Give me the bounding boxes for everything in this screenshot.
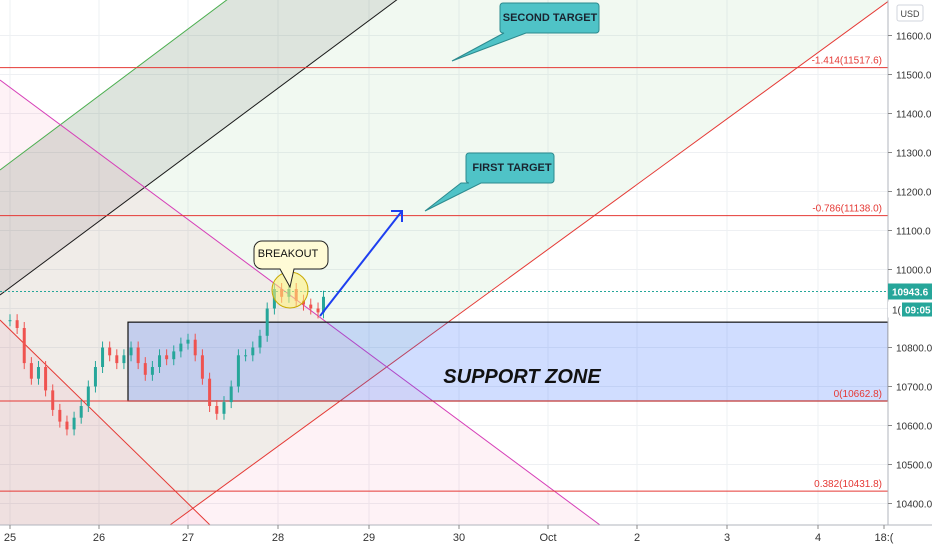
candle-body	[79, 406, 83, 418]
countdown-prefix: 1(	[892, 305, 902, 316]
y-tick-label: 11400.0	[896, 110, 932, 121]
x-tick-label: 26	[93, 532, 105, 544]
candle-body	[265, 308, 269, 336]
last-price-label: 10943.6	[892, 287, 929, 298]
candle-body	[58, 409, 62, 422]
last-price-tag	[888, 283, 932, 300]
y-tick-label: 11600.0	[896, 32, 932, 43]
candle-body	[72, 417, 76, 430]
x-tick-label: 28	[272, 532, 284, 544]
fib-label: -1.414(11517.6)	[812, 56, 882, 67]
y-tick-label: 11000.0	[896, 266, 932, 277]
x-tick-label: 25	[4, 532, 16, 544]
support-zone-rect[interactable]	[127, 321, 889, 402]
candle-body	[158, 355, 162, 367]
y-tick-label: 10800.0	[896, 344, 932, 355]
fib-label: 0(10662.8)	[834, 389, 882, 400]
candle-body	[150, 367, 154, 375]
candle-body	[215, 406, 219, 414]
currency-label: USD	[900, 9, 920, 19]
candle-body	[322, 296, 325, 313]
candle-body	[36, 367, 40, 379]
x-tick-label: 18:(	[875, 532, 894, 544]
y-tick-label: 10500.0	[896, 461, 932, 472]
candle-body	[108, 347, 112, 356]
y-tick-label: 11300.0	[896, 149, 932, 160]
candle-body	[179, 343, 183, 352]
fib-label: -0.786(11138.0)	[812, 204, 882, 215]
first-target-callout	[424, 152, 555, 212]
first-target-label: FIRST TARGET	[472, 162, 552, 174]
x-tick-label: 3	[724, 532, 730, 544]
pitchfork-group	[0, 0, 888, 525]
y-tick-label: 10700.0	[896, 383, 932, 394]
candle-body	[65, 421, 69, 430]
time-axis-bg	[0, 525, 932, 550]
countdown-label: 09:05	[905, 305, 931, 316]
y-tick-label: 10400.0	[896, 500, 932, 511]
rising-channel-fill	[0, 0, 888, 525]
projection-arrow	[319, 210, 403, 317]
candle-body	[236, 355, 240, 387]
candle-body	[22, 328, 26, 364]
candle-body	[208, 378, 212, 406]
x-tick-label: 29	[363, 532, 375, 544]
price-axis-bg	[888, 0, 932, 550]
candle-body	[193, 339, 197, 356]
x-tick-label: Oct	[539, 532, 556, 544]
x-tick-label: 30	[453, 532, 465, 544]
second-target-label: SECOND TARGET	[503, 12, 598, 24]
red-diagonal-line	[169, 0, 888, 525]
candle-body	[86, 386, 90, 406]
candle-body	[316, 308, 320, 313]
x-tick-label: 27	[182, 532, 194, 544]
projection-arrowhead	[391, 210, 403, 222]
breakout-callout	[253, 240, 329, 289]
candle-body	[200, 355, 204, 379]
candle-body	[186, 339, 190, 344]
y-tick-label: 11200.0	[896, 188, 932, 199]
breakout-label: BREAKOUT	[258, 248, 319, 260]
candle-body	[172, 351, 176, 360]
candle-body	[222, 402, 226, 414]
candle-body	[143, 363, 147, 375]
candle-body	[29, 363, 33, 379]
currency-badge[interactable]	[896, 4, 924, 22]
support-zone-label: SUPPORT ZONE	[443, 366, 601, 388]
candle-body	[309, 304, 313, 309]
candle-body	[115, 355, 119, 364]
y-tick-label: 11500.0	[896, 71, 932, 82]
candle-body	[101, 347, 105, 367]
candle-body	[15, 320, 19, 328]
candle-body	[8, 320, 12, 322]
candle-body	[136, 347, 140, 364]
y-tick-label: 11100.0	[896, 227, 931, 238]
candle-body	[122, 355, 126, 364]
x-tick-label: 2	[634, 532, 640, 544]
candle-body	[165, 355, 169, 360]
fib-label: 0.382(10431.8)	[814, 479, 882, 490]
candle-body	[251, 347, 255, 356]
y-tick-label: 10600.0	[896, 422, 932, 433]
countdown-tag	[902, 302, 932, 317]
green-upper-line	[0, 0, 228, 171]
candle-body	[244, 355, 248, 357]
candle-body	[93, 367, 97, 387]
candle-body	[229, 386, 233, 403]
candle-body	[44, 367, 48, 391]
candle-body	[258, 335, 262, 348]
candle-body	[129, 347, 133, 356]
second-target-callout	[451, 2, 600, 62]
x-tick-label: 4	[815, 532, 821, 544]
candle-body	[51, 390, 55, 410]
black-channel-line	[0, 0, 398, 296]
